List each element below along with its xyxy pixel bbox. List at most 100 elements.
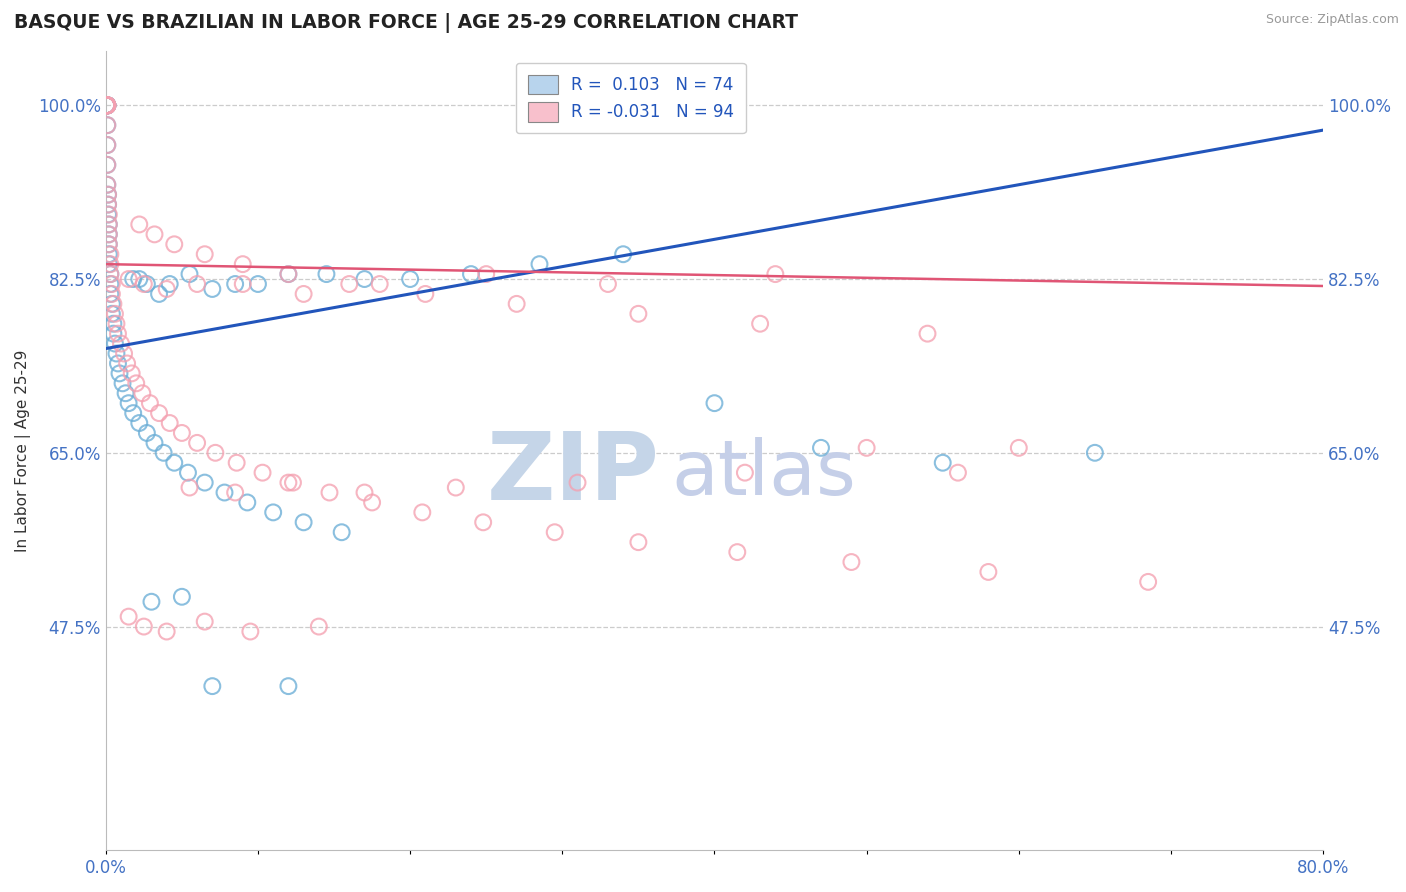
Point	[96, 98, 118, 112]
Point	[236, 495, 259, 509]
Point	[96, 98, 118, 112]
Point	[194, 615, 217, 629]
Point	[225, 456, 247, 470]
Point	[159, 416, 181, 430]
Point	[567, 475, 589, 490]
Point	[703, 396, 725, 410]
Point	[368, 277, 391, 291]
Point	[734, 466, 756, 480]
Point	[132, 277, 155, 291]
Point	[98, 257, 121, 271]
Point	[224, 485, 246, 500]
Point	[475, 267, 498, 281]
Point	[337, 277, 360, 291]
Point	[252, 466, 274, 480]
Point	[97, 187, 120, 202]
Point	[96, 98, 118, 112]
Point	[103, 317, 125, 331]
Point	[214, 485, 236, 500]
Point	[330, 525, 353, 540]
Point	[627, 535, 650, 549]
Point	[128, 416, 150, 430]
Point	[946, 466, 969, 480]
Point	[104, 307, 127, 321]
Point	[96, 98, 118, 112]
Point	[186, 436, 208, 450]
Point	[122, 272, 145, 286]
Point	[179, 267, 201, 281]
Point	[156, 282, 179, 296]
Point	[96, 98, 118, 112]
Point	[224, 277, 246, 291]
Point	[96, 118, 118, 132]
Point	[97, 257, 120, 271]
Point	[194, 247, 217, 261]
Point	[96, 138, 118, 153]
Point	[763, 267, 786, 281]
Point	[117, 609, 139, 624]
Point	[122, 406, 145, 420]
Point	[308, 619, 330, 633]
Text: BASQUE VS BRAZILIAN IN LABOR FORCE | AGE 25-29 CORRELATION CHART: BASQUE VS BRAZILIAN IN LABOR FORCE | AGE…	[14, 13, 799, 33]
Point	[415, 287, 437, 301]
Point	[179, 481, 201, 495]
Point	[612, 247, 634, 261]
Point	[204, 446, 226, 460]
Point	[596, 277, 619, 291]
Point	[148, 406, 170, 420]
Point	[96, 98, 118, 112]
Point	[931, 456, 953, 470]
Point	[96, 178, 118, 192]
Point	[98, 247, 121, 261]
Point	[472, 516, 495, 530]
Point	[132, 619, 155, 633]
Point	[96, 118, 118, 132]
Point	[104, 336, 127, 351]
Point	[1008, 441, 1031, 455]
Point	[97, 207, 120, 221]
Point	[103, 326, 125, 341]
Point	[110, 336, 132, 351]
Point	[444, 481, 467, 495]
Point	[917, 326, 939, 341]
Point	[277, 475, 299, 490]
Point	[841, 555, 863, 569]
Point	[163, 237, 186, 252]
Point	[505, 297, 527, 311]
Point	[121, 367, 143, 381]
Point	[529, 257, 551, 271]
Point	[97, 227, 120, 242]
Point	[97, 247, 120, 261]
Point	[148, 287, 170, 301]
Point	[97, 227, 120, 242]
Text: atlas: atlas	[672, 437, 856, 511]
Point	[96, 98, 118, 112]
Point	[1084, 446, 1107, 460]
Point	[96, 98, 118, 112]
Point	[97, 197, 120, 211]
Point	[101, 307, 124, 321]
Point	[96, 98, 118, 112]
Y-axis label: In Labor Force | Age 25-29: In Labor Force | Age 25-29	[15, 349, 31, 551]
Point	[97, 237, 120, 252]
Point	[97, 187, 120, 202]
Text: ZIP: ZIP	[486, 428, 659, 520]
Point	[117, 272, 139, 286]
Point	[117, 396, 139, 410]
Point	[101, 297, 124, 311]
Point	[141, 595, 163, 609]
Point	[112, 346, 135, 360]
Point	[262, 505, 284, 519]
Point	[544, 525, 567, 540]
Point	[627, 307, 650, 321]
Point	[114, 386, 136, 401]
Point	[96, 138, 118, 153]
Point	[277, 267, 299, 281]
Legend: R =  0.103   N = 74, R = -0.031   N = 94: R = 0.103 N = 74, R = -0.031 N = 94	[516, 63, 745, 133]
Point	[96, 98, 118, 112]
Point	[115, 356, 138, 370]
Point	[128, 218, 150, 232]
Point	[159, 277, 181, 291]
Point	[135, 277, 157, 291]
Point	[98, 267, 121, 281]
